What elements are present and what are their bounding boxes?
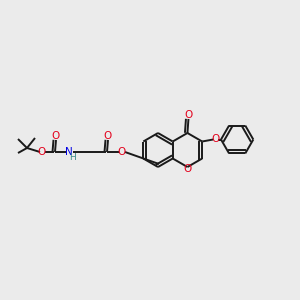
Text: O: O bbox=[184, 110, 193, 120]
Text: H: H bbox=[70, 152, 76, 161]
Text: O: O bbox=[52, 131, 60, 141]
Text: O: O bbox=[211, 134, 219, 145]
Text: O: O bbox=[183, 164, 192, 174]
Text: O: O bbox=[118, 147, 126, 157]
Text: O: O bbox=[104, 131, 112, 141]
Text: O: O bbox=[38, 147, 46, 157]
Text: N: N bbox=[65, 147, 73, 157]
